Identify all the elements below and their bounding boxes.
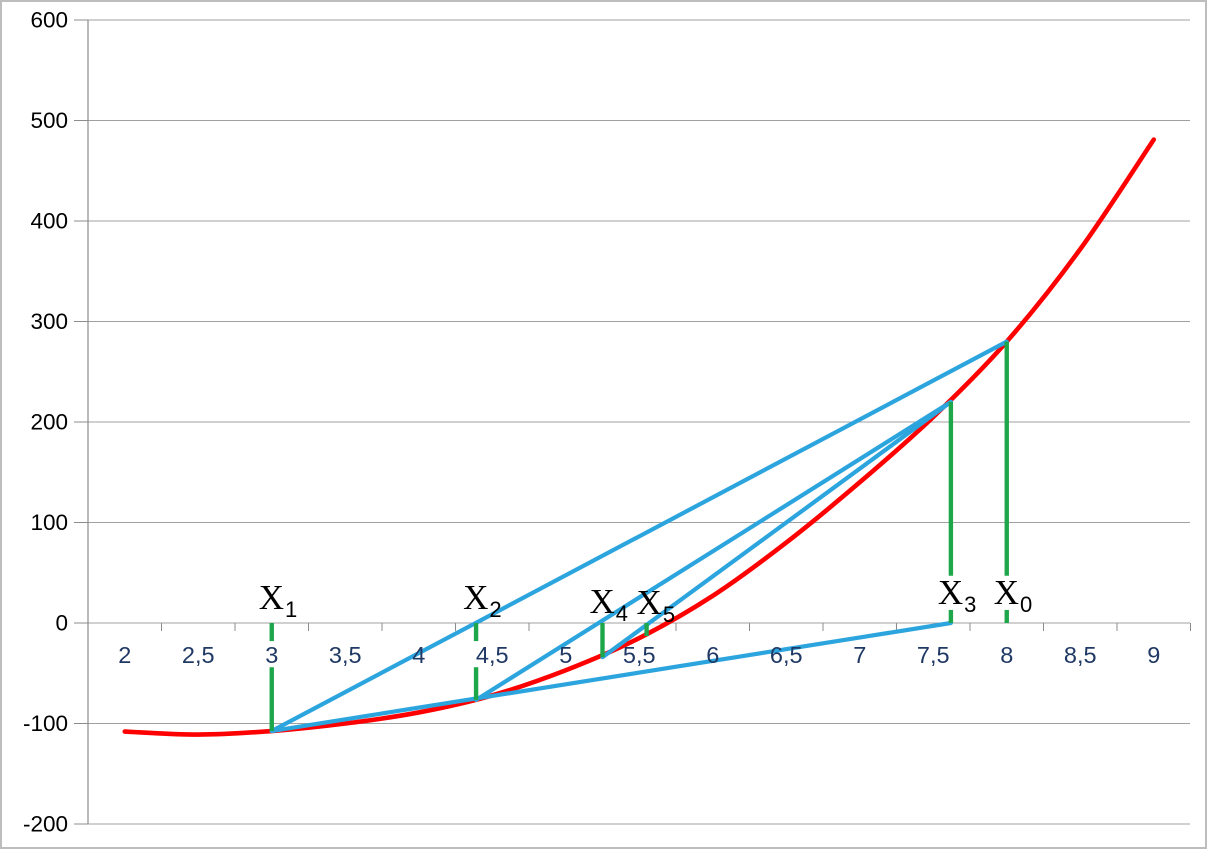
y-axis-tick-label: 400	[30, 209, 68, 234]
x-axis-tick-label: 3,5	[329, 642, 362, 668]
point-label-x2: X2	[463, 578, 502, 622]
point-label-x0: X0	[994, 573, 1033, 617]
x-axis-tick-label: 2,5	[182, 642, 215, 668]
x-axis-tick-label: 2	[118, 642, 131, 668]
y-axis-tick-label: -100	[23, 711, 68, 736]
x-axis-tick-label: 3	[265, 642, 278, 668]
point-label-x5: X5	[637, 583, 676, 627]
point-label-x1: X1	[259, 578, 298, 622]
x-axis-tick-label: 4,5	[476, 642, 509, 668]
secant-x2-x3	[473, 399, 953, 702]
y-axis-tick-label: -200	[23, 812, 68, 837]
point-label-x4: X4	[590, 582, 629, 626]
x-axis-tick-label: 4	[412, 642, 425, 668]
x-axis-tick-label: 7,5	[917, 642, 950, 668]
secant-x1-x0	[269, 339, 1009, 734]
x-axis-tick-label: 5,5	[623, 642, 656, 668]
y-axis-tick-label: 200	[30, 410, 68, 435]
y-axis-tick-label: 500	[30, 108, 68, 133]
y-axis-tick-label: 0	[55, 611, 68, 636]
x-axis-tick-label: 8,5	[1064, 642, 1097, 668]
y-axis-tick-label: 100	[30, 510, 68, 535]
secant-x1-x2-extended-to-x3	[269, 620, 953, 734]
y-axis-tick-label: 600	[30, 8, 68, 33]
x-axis-tick-label: 6,5	[770, 642, 803, 668]
x-axis-tick-label: 5	[559, 642, 572, 668]
point-label-x3: X3	[938, 573, 977, 617]
secant-x4-x3	[600, 399, 953, 660]
x-axis-tick-label: 7	[853, 642, 866, 668]
x-axis-tick-label: 6	[706, 642, 719, 668]
y-axis-tick-label: 300	[30, 309, 68, 334]
x-axis-tick-label: 8	[1000, 642, 1013, 668]
x-axis-tick-label: 9	[1147, 642, 1160, 668]
